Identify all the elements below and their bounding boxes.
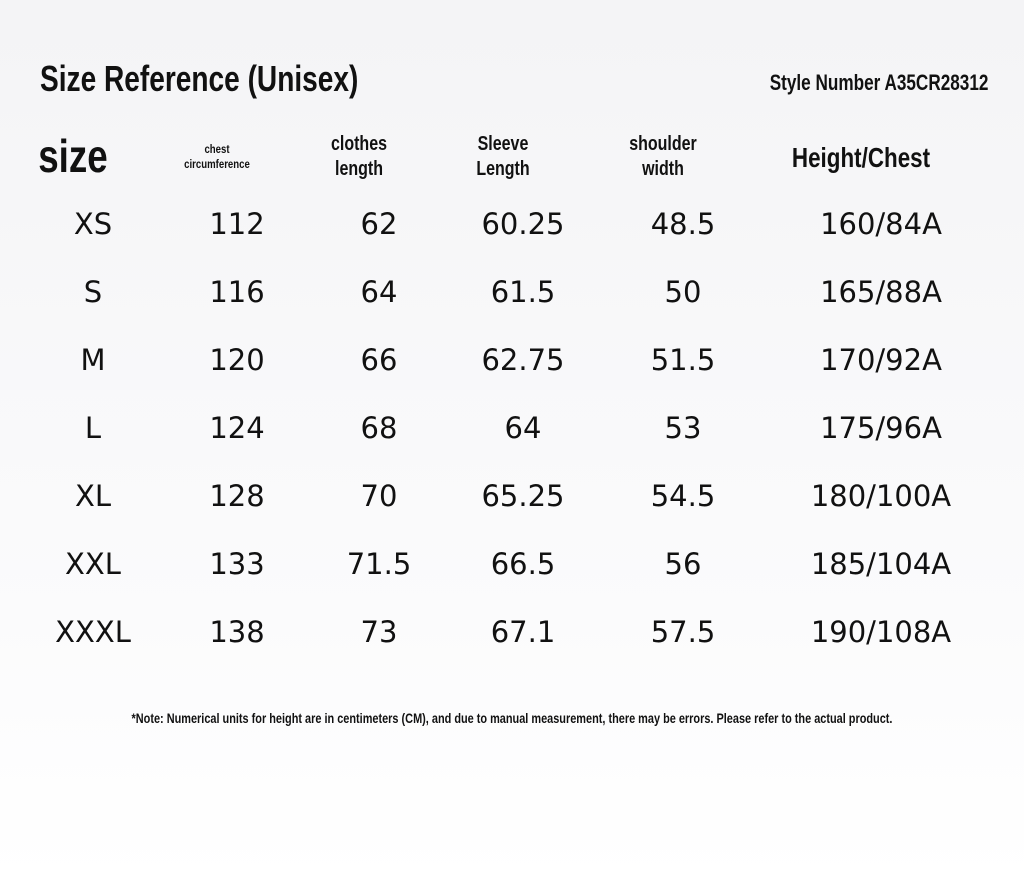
table-cell: 138 [209, 615, 265, 649]
header-line: Length [476, 158, 530, 180]
table-cell: 54.5 [650, 479, 716, 513]
table-cell: M [80, 343, 106, 377]
table-cell: 66 [360, 343, 398, 377]
column-header: size [0, 128, 153, 186]
table-cell: 62.75 [481, 343, 565, 377]
header-line: Sleeve [477, 133, 529, 155]
table-cell: 170/92A [820, 343, 942, 377]
table-cell: 133 [209, 547, 265, 581]
table-cell: 65.25 [481, 479, 565, 513]
size-table: size chest circumference clothes length Sleev… [0, 128, 952, 649]
table-cell: XXXL [55, 615, 131, 649]
header-line: length [335, 158, 383, 180]
table-cell: 66.5 [490, 547, 556, 581]
table-cell: 60.25 [481, 207, 565, 241]
table-cell: 112 [209, 207, 265, 241]
header-line: Height/Chest [791, 141, 931, 173]
column-header: Sleeve Length [423, 132, 583, 182]
header-line: size [38, 130, 108, 183]
table-cell: 51.5 [650, 343, 716, 377]
header-line: chest [204, 142, 230, 156]
table-cell: 64 [504, 411, 542, 445]
table-cell: 128 [209, 479, 265, 513]
table-cell: L [84, 411, 102, 445]
table-cell: 180/100A [810, 479, 952, 513]
table-cell: 56 [664, 547, 702, 581]
header-line: width [642, 158, 684, 180]
table-cell: 175/96A [820, 411, 942, 445]
table-cell: XS [73, 207, 113, 241]
table-cell: 57.5 [650, 615, 716, 649]
table-cell: 53 [664, 411, 702, 445]
table-cell: 64 [360, 275, 398, 309]
table-cell: 120 [209, 343, 265, 377]
table-cell: 124 [209, 411, 265, 445]
table-cell: 190/108A [810, 615, 952, 649]
header-line: clothes [330, 133, 388, 155]
note: *Note: Numerical units for height are in… [131, 710, 893, 726]
table-cell: 67.1 [490, 615, 556, 649]
table-cell: 70 [360, 479, 398, 513]
table-cell: 62 [360, 207, 398, 241]
header-line: circumference [184, 157, 250, 171]
title: Size Reference (Unisex) [40, 58, 359, 99]
table-cell: 50 [664, 275, 702, 309]
table-cell: 165/88A [820, 275, 942, 309]
table-cell: 73 [360, 615, 398, 649]
header-line: shoulder [629, 133, 697, 155]
table-cell: 185/104A [810, 547, 952, 581]
column-header: Height/Chest [781, 140, 941, 175]
column-header: clothes length [279, 132, 439, 182]
table-cell: XXL [65, 547, 121, 581]
table-cell: 71.5 [346, 547, 412, 581]
table-cell: 68 [360, 411, 398, 445]
style-number: Style Number A35CR28312 [769, 70, 988, 95]
table-cell: XL [74, 479, 112, 513]
column-header: shoulder width [583, 132, 743, 182]
table-cell: S [83, 275, 103, 309]
table-cell: 160/84A [820, 207, 942, 241]
table-cell: 61.5 [490, 275, 556, 309]
table-cell: 116 [209, 275, 265, 309]
column-header: chest circumference [137, 142, 297, 172]
table-cell: 48.5 [650, 207, 716, 241]
